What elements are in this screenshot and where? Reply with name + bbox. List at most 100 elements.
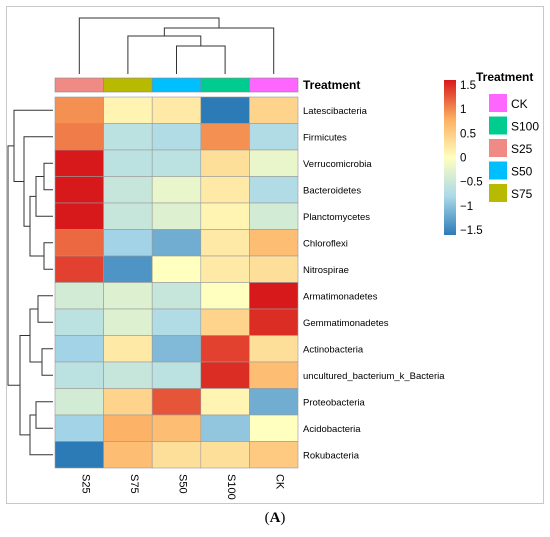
row-label: Rokubacteria xyxy=(303,450,360,461)
heatmap-cell xyxy=(249,441,299,469)
heatmap-cell xyxy=(54,255,104,283)
heatmap-cell xyxy=(103,149,153,177)
heatmap-cell xyxy=(54,123,104,151)
heatmap-cell xyxy=(54,282,104,310)
column-dendrogram-branch xyxy=(176,45,226,74)
annotation-header: Treatment xyxy=(303,78,360,92)
treatment-annotation-cell xyxy=(103,77,153,93)
legend-item-label: CK xyxy=(511,97,528,111)
heatmap-cell xyxy=(54,361,104,389)
colorbar-tick-label: 1.5 xyxy=(460,80,476,92)
column-dendrogram-branch xyxy=(163,27,275,74)
heatmap-cell xyxy=(249,335,299,363)
heatmap-cell xyxy=(103,123,153,151)
heatmap-cell xyxy=(54,388,104,416)
row-label: Verrucomicrobia xyxy=(303,159,372,170)
heatmap-cell xyxy=(249,96,299,124)
caption-letter: A xyxy=(269,510,281,526)
row-dendrogram-branch xyxy=(35,401,53,429)
row-dendrogram-branch xyxy=(29,195,44,257)
colorbar xyxy=(444,80,456,235)
heatmap-cell xyxy=(103,388,153,416)
heatmap-cell xyxy=(249,123,299,151)
heatmap-cell xyxy=(200,282,250,310)
heatmap-cell xyxy=(200,202,250,230)
legend-item-label: S25 xyxy=(511,142,533,156)
row-dendrogram-branch xyxy=(37,295,53,323)
heatmap-cell xyxy=(103,361,153,389)
heatmap-cell xyxy=(200,96,250,124)
row-label: Proteobacteria xyxy=(303,397,366,408)
figure-frame xyxy=(6,6,544,504)
heatmap-cell xyxy=(151,255,202,283)
heatmap-cell xyxy=(151,149,202,177)
heatmap-cell xyxy=(54,414,104,442)
heatmap-cell xyxy=(200,414,250,442)
heatmap-cell xyxy=(103,282,153,310)
heatmap-cell xyxy=(54,176,104,204)
heatmap-cell xyxy=(54,335,104,363)
treatment-annotation-cell xyxy=(151,77,202,93)
row-dendrogram-branch xyxy=(19,335,30,436)
column-label: S100 xyxy=(225,474,237,500)
legend-swatch xyxy=(489,94,507,112)
heatmap-cell xyxy=(249,176,299,204)
row-dendrogram-branch xyxy=(7,145,20,386)
heatmap-cell xyxy=(249,282,299,310)
column-label: S25 xyxy=(79,474,91,494)
row-dendrogram-branch xyxy=(29,414,53,456)
heatmap-cell xyxy=(103,96,153,124)
heatmap-cell xyxy=(151,96,202,124)
heatmap-cell xyxy=(151,176,202,204)
treatment-annotation-cell xyxy=(54,77,104,93)
heatmap-cell xyxy=(103,308,153,336)
heatmap-cell xyxy=(103,441,153,469)
row-label: Chloroflexi xyxy=(303,238,348,249)
heatmap-cell xyxy=(151,229,202,257)
legend-item-label: S50 xyxy=(511,165,533,179)
row-dendrogram-branch xyxy=(23,136,53,227)
heatmap-cell xyxy=(103,335,153,363)
heatmap-cell xyxy=(200,308,250,336)
heatmap-cell xyxy=(151,123,202,151)
heatmap-cell xyxy=(249,255,299,283)
figure-caption: (A) xyxy=(0,510,550,527)
row-label: Acidobacteria xyxy=(303,424,361,435)
heatmap-cell xyxy=(151,361,202,389)
row-label: Actinobacteria xyxy=(303,344,364,355)
row-label: Gemmatimonadetes xyxy=(303,318,389,329)
heatmap-cell xyxy=(54,149,104,177)
heatmap-cell xyxy=(200,149,250,177)
row-label: Latescibacteria xyxy=(303,106,368,117)
column-label: S75 xyxy=(128,474,140,494)
heatmap-cell xyxy=(200,388,250,416)
heatmap-cell xyxy=(151,414,202,442)
legend-swatch xyxy=(489,161,507,180)
colorbar-tick-label: −0.5 xyxy=(460,177,483,189)
treatment-annotation-cell xyxy=(200,77,250,93)
heatmap-cell xyxy=(151,335,202,363)
heatmap-cell xyxy=(249,388,299,416)
row-dendrogram-branch xyxy=(41,348,53,376)
heatmap-cell xyxy=(54,229,104,257)
column-dendrogram-branch xyxy=(127,35,202,74)
heatmap-cell xyxy=(200,361,250,389)
heatmap-cell xyxy=(103,202,153,230)
heatmap-cell xyxy=(200,441,250,469)
legend-swatch xyxy=(489,116,507,135)
heatmap-cell xyxy=(103,229,153,257)
column-label: S50 xyxy=(177,474,189,494)
heatmap-cell xyxy=(249,361,299,389)
heatmap-cell xyxy=(200,255,250,283)
heatmap-cell xyxy=(200,229,250,257)
heatmap-cell xyxy=(249,229,299,257)
colorbar-tick-label: −1 xyxy=(460,201,473,213)
colorbar-tick-label: 0.5 xyxy=(460,128,476,140)
heatmap-cell xyxy=(200,123,250,151)
legend-swatch xyxy=(489,139,507,157)
legend-swatch xyxy=(489,184,507,202)
row-dendrogram-branch xyxy=(43,242,53,270)
heatmap-cell xyxy=(151,308,202,336)
heatmap-cell xyxy=(249,202,299,230)
colorbar-tick-label: 1 xyxy=(460,104,466,116)
